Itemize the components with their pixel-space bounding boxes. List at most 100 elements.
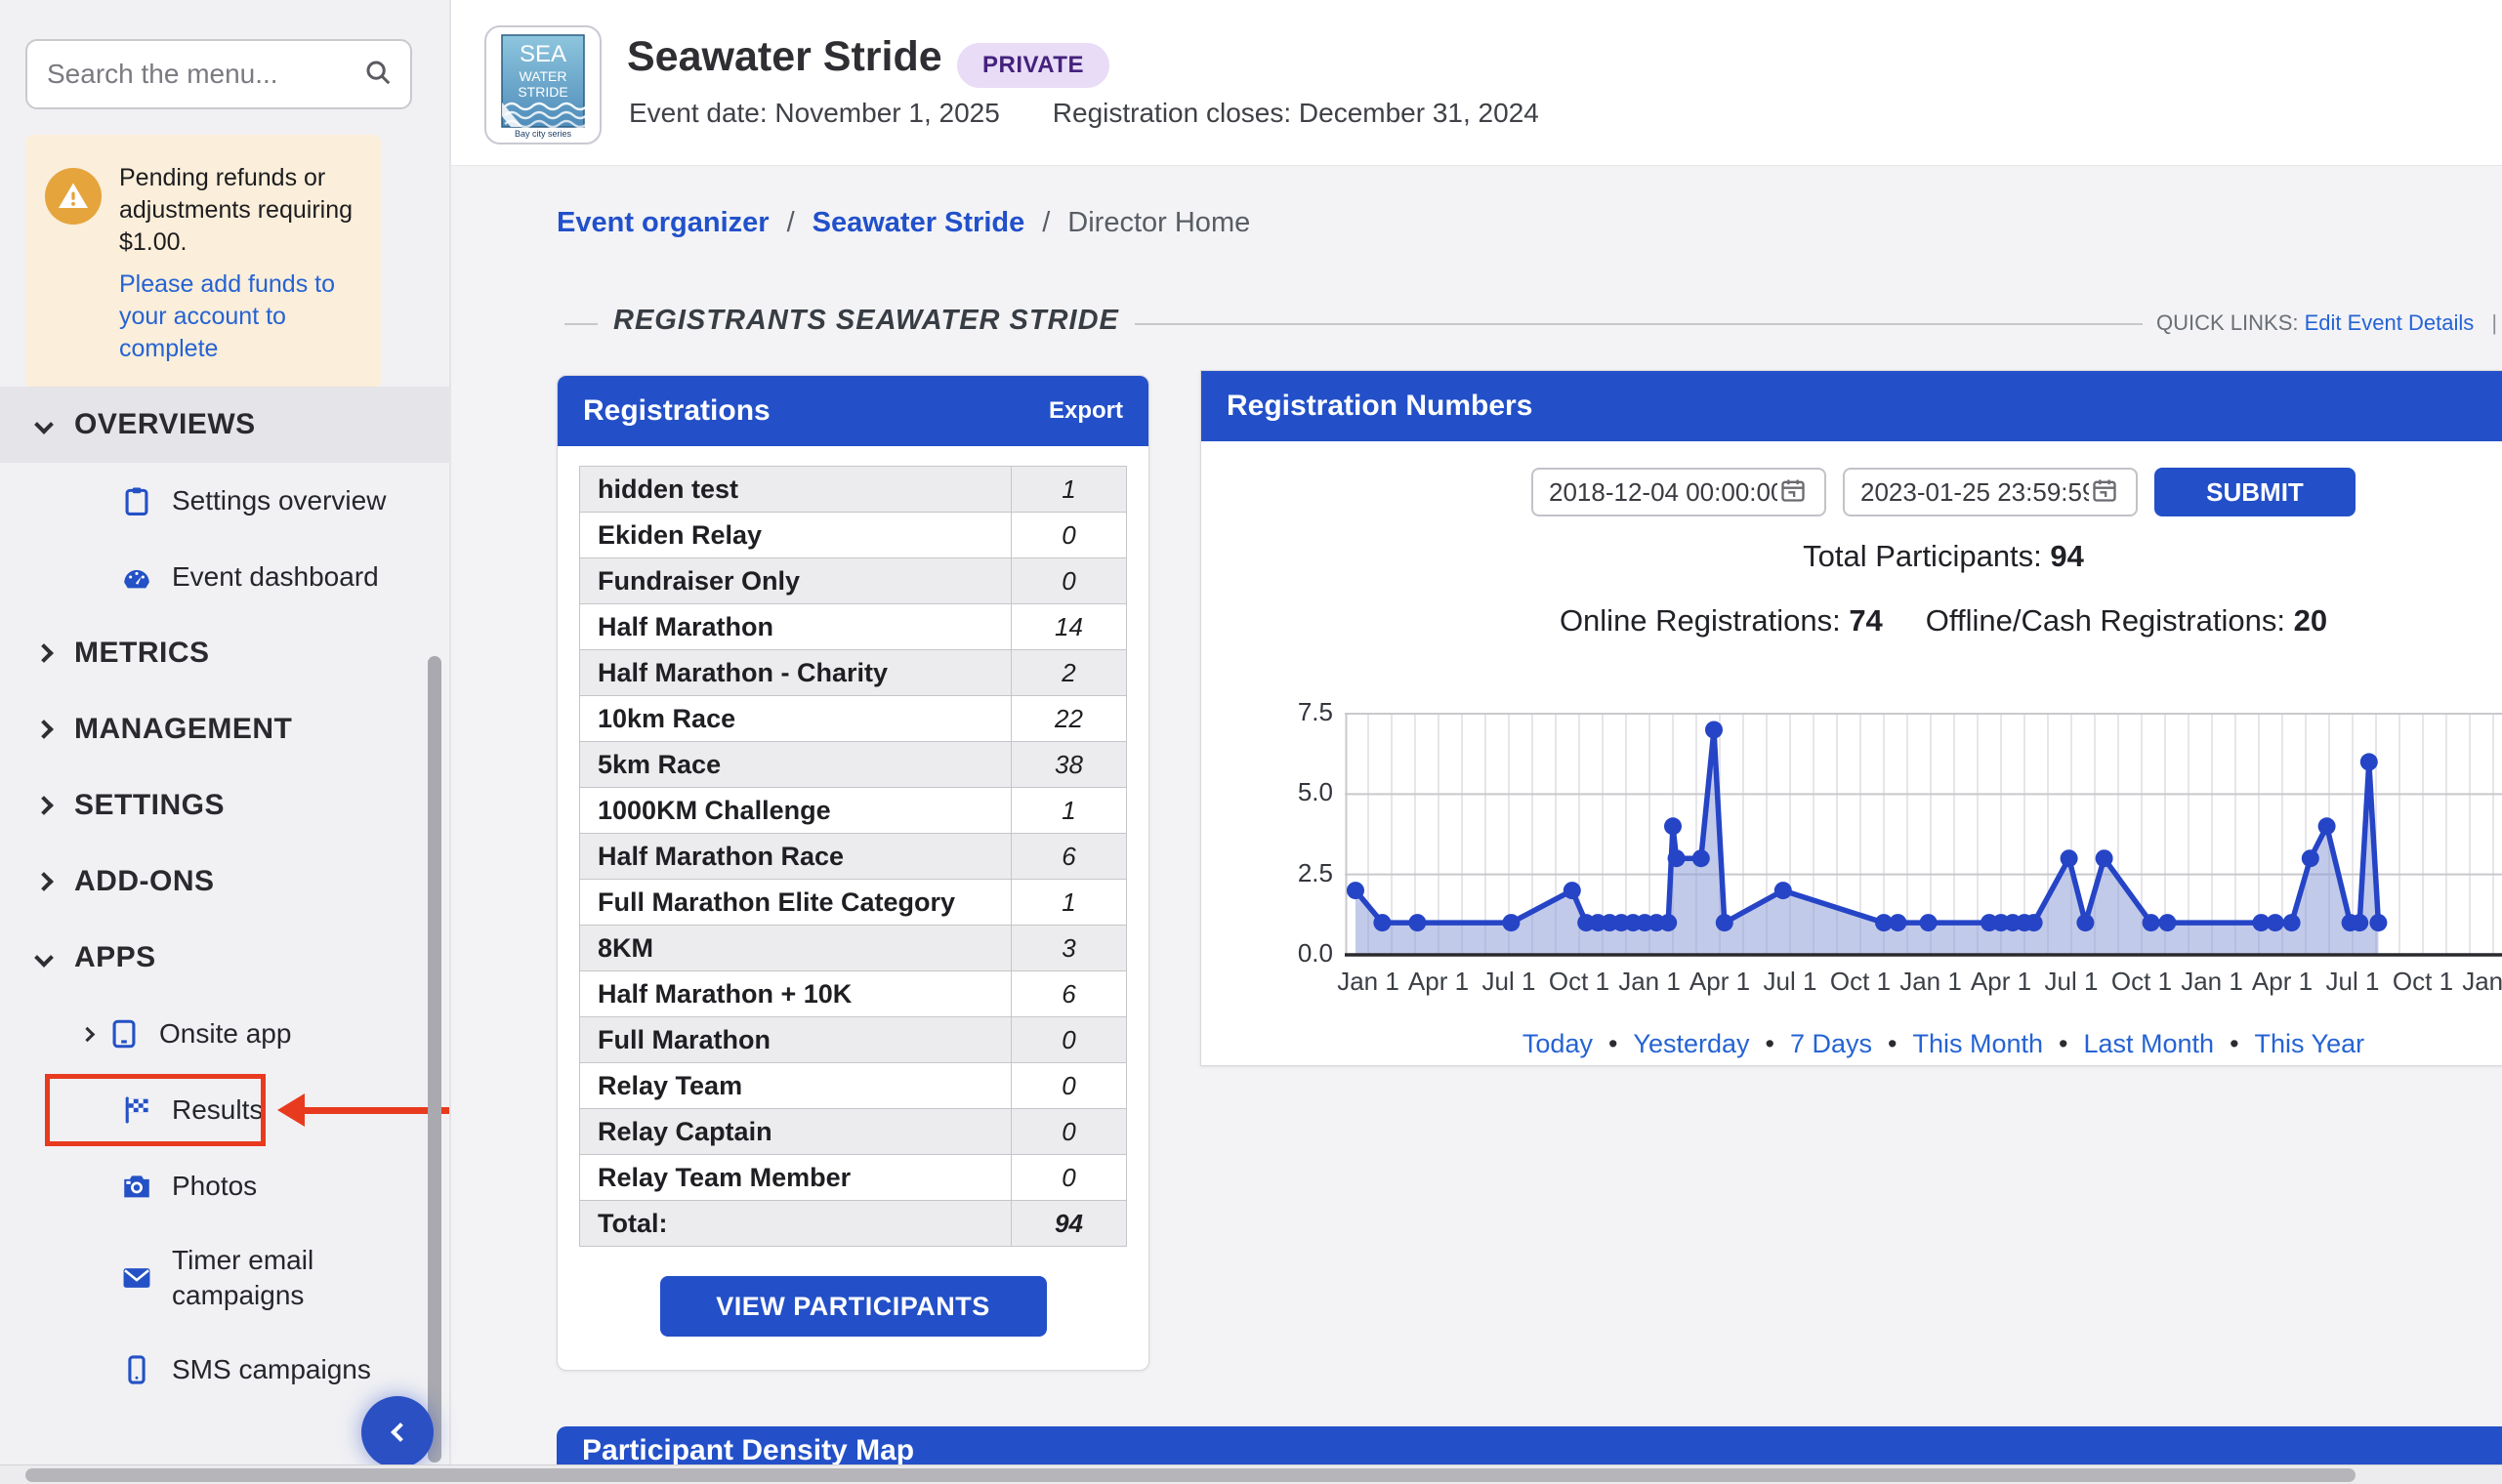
range-link-separator: •: [2059, 1029, 2067, 1058]
chevron-down-icon: [34, 415, 54, 434]
view-participants-button[interactable]: VIEW PARTICIPANTS: [660, 1276, 1047, 1337]
race-count: 1: [1012, 880, 1127, 926]
chart-data-point: [1668, 849, 1686, 867]
sidebar-item-onsite-app[interactable]: Onsite app: [0, 996, 451, 1072]
registrations-table: hidden test1Ekiden Relay 0 Fundraiser Only…: [579, 466, 1127, 1247]
date-from-input[interactable]: [1547, 476, 1779, 509]
tablet-icon: [106, 1016, 142, 1051]
race-count: 0: [1012, 1017, 1127, 1063]
search-icon[interactable]: [363, 58, 393, 92]
event-date: Event date: November 1, 2025: [629, 98, 1000, 129]
chart-data-point: [1692, 849, 1710, 867]
sidebar-item-label: ADD-ONS: [74, 865, 215, 898]
breadcrumb-director-home: Director Home: [1067, 207, 1250, 239]
sidebar-item-add-ons[interactable]: ADD-ONS: [0, 844, 451, 920]
registration-numbers-header: Registration Numbers: [1201, 371, 2502, 441]
search-input[interactable]: [45, 58, 363, 91]
registrations-title: Registrations: [583, 394, 771, 428]
chart-data-point: [1774, 882, 1792, 899]
sidebar-item-label: Onsite app: [159, 1016, 291, 1051]
chart-data-point: [2302, 849, 2319, 867]
breadcrumb-event-organizer[interactable]: Event organizer: [557, 207, 770, 239]
range-link-last-month[interactable]: Last Month: [2083, 1029, 2214, 1058]
table-row: 8KM3: [580, 926, 1127, 971]
chart-data-point: [2369, 914, 2387, 931]
export-button[interactable]: Export: [1049, 397, 1123, 425]
sidebar-scrollbar[interactable]: [428, 656, 441, 1463]
sidebar-collapse-button[interactable]: [361, 1396, 434, 1468]
sidebar-item-settings-overview[interactable]: Settings overview: [0, 463, 451, 539]
registration-numbers-title: Registration Numbers: [1227, 390, 1532, 423]
y-axis-tick-label: 5.0: [1276, 777, 1333, 807]
add-funds-link[interactable]: Please add funds to your account to comp…: [119, 268, 359, 365]
sidebar-item-event-dashboard[interactable]: Event dashboard: [0, 539, 451, 615]
submit-button[interactable]: SUBMIT: [2154, 468, 2356, 516]
breadcrumb-seawater-stride[interactable]: Seawater Stride: [813, 207, 1025, 239]
sidebar-item-settings[interactable]: SETTINGS: [0, 767, 451, 844]
calendar-icon[interactable]: [2091, 476, 2118, 509]
svg-text:SEA: SEA: [520, 41, 566, 67]
sidebar-item-label: SETTINGS: [74, 789, 225, 822]
chart-data-point: [2267, 914, 2284, 931]
race-name: Full Marathon Elite Category: [580, 880, 1012, 926]
chevron-right-icon: [34, 872, 54, 891]
chart-data-point: [2096, 849, 2113, 867]
date-range-controls: SUBMIT: [1345, 468, 2502, 516]
svg-text:STRIDE: STRIDE: [518, 84, 567, 100]
section-title: REGISTRANTS SEAWATER STRIDE: [598, 305, 1135, 337]
sidebar-item-sms-campaigns[interactable]: SMS campaigns: [0, 1332, 451, 1408]
range-link-7-days[interactable]: 7 Days: [1790, 1029, 1872, 1058]
race-name: Ekiden Relay: [580, 513, 1012, 558]
sidebar-item-label: MANAGEMENT: [74, 713, 292, 746]
chart-data-point: [2351, 914, 2368, 931]
sidebar-item-management[interactable]: MANAGEMENT: [0, 691, 451, 767]
race-count: 0: [1012, 1155, 1127, 1201]
alert-text: Pending refunds or adjustments requiring…: [119, 164, 353, 256]
date-to-field: [1843, 468, 2138, 516]
chart-data-point: [1564, 882, 1581, 899]
horizontal-scrollbar-thumb[interactable]: [25, 1468, 2356, 1482]
sidebar-item-overviews[interactable]: OVERVIEWS: [0, 387, 451, 463]
sidebar-nav: OVERVIEWS Settings overview Event dashboar…: [0, 387, 451, 1408]
race-name: Half Marathon + 10K: [580, 971, 1012, 1017]
edit-event-details-link[interactable]: Edit Event Details: [2305, 310, 2475, 335]
sidebar-item-apps[interactable]: APPS: [0, 920, 451, 996]
flag-icon: [119, 1092, 154, 1128]
date-to-input[interactable]: [1858, 476, 2091, 509]
sidebar-item-label: Event dashboard: [172, 559, 379, 595]
sidebar-item-metrics[interactable]: METRICS: [0, 615, 451, 691]
chart-data-point: [2360, 753, 2378, 770]
table-total-row: Total:94: [580, 1201, 1127, 1247]
warning-icon: [45, 168, 102, 225]
range-link-this-year[interactable]: This Year: [2255, 1029, 2365, 1058]
race-name: Relay Team: [580, 1063, 1012, 1109]
page-title: Seawater Stride: [627, 33, 942, 81]
race-count: 2: [1012, 650, 1127, 696]
horizontal-scrollbar[interactable]: [0, 1464, 2502, 1484]
chart-data-point: [2143, 914, 2160, 931]
calendar-icon[interactable]: [1779, 476, 1807, 509]
chart-data-point: [1705, 721, 1723, 739]
sidebar-item-label: APPS: [74, 941, 156, 974]
chart-data-point: [1716, 914, 1733, 931]
sidebar-item-label: Settings overview: [172, 483, 386, 518]
sidebar-item-results[interactable]: Results: [0, 1072, 451, 1148]
table-row: Fundraiser Only0: [580, 558, 1127, 604]
table-row: Relay Team Member0: [580, 1155, 1127, 1201]
quick-links: QUICK LINKS: Edit Event Details | Copy: [2143, 310, 2502, 336]
sidebar-item-photos[interactable]: Photos: [0, 1148, 451, 1224]
race-count: 6: [1012, 834, 1127, 880]
online-offline-stats: Online Registrations: 74Offline/Cash Reg…: [1345, 603, 2502, 639]
race-count: 0: [1012, 1109, 1127, 1155]
sidebar-item-timer-email-campaigns[interactable]: Timer email campaigns: [0, 1224, 451, 1332]
range-link-this-month[interactable]: This Month: [1912, 1029, 2043, 1058]
range-link-yesterday[interactable]: Yesterday: [1633, 1029, 1749, 1058]
table-row: hidden test1: [580, 467, 1127, 513]
chart-data-point: [1664, 817, 1682, 835]
chevron-right-icon: [34, 796, 54, 815]
range-link-separator: •: [1608, 1029, 1617, 1058]
y-axis-tick-label: 0.0: [1276, 938, 1333, 969]
chart-data-point: [1920, 914, 1938, 931]
race-name: Fundraiser Only: [580, 558, 1012, 604]
range-link-today[interactable]: Today: [1522, 1029, 1593, 1058]
